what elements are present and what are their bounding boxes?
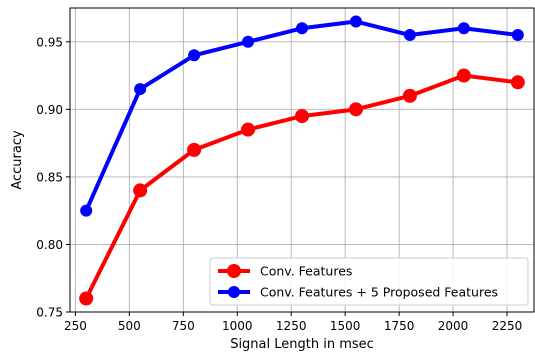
plot-frame [69,7,535,313]
y-tick-label: 0.85 [36,170,63,184]
data-point [511,29,524,42]
x-tick-label: 250 [64,319,87,333]
y-tick-label: 0.90 [36,103,63,117]
data-point [188,49,201,62]
data-point [187,142,202,157]
data-point [79,291,94,306]
y-tick-label: 0.75 [36,306,63,320]
data-point [402,88,417,103]
y-axis-ticks: 0.75 0.80 0.85 0.90 0.95 [36,35,70,320]
data-point [349,15,362,28]
x-tick-label: 500 [118,319,141,333]
x-tick-label: 2250 [492,319,523,333]
x-tick-label: 2000 [438,319,469,333]
y-tick-label: 0.80 [36,238,63,252]
series-group [79,15,525,306]
x-tick-label: 750 [172,319,195,333]
series-conv-plus-proposed [80,15,524,217]
data-point [133,183,148,198]
y-tick-label: 0.95 [36,35,63,49]
legend-swatch-marker [228,286,240,298]
legend-label: Conv. Features + 5 Proposed Features [260,285,498,300]
data-point [456,68,471,83]
data-point [242,35,255,48]
data-point [510,75,525,90]
data-point [241,122,256,137]
x-tick-label: 1750 [384,319,415,333]
x-tick-label: 1500 [330,319,361,333]
x-axis-label: Signal Length in msec [230,337,374,352]
data-point [296,22,308,35]
x-tick-label: 1000 [222,319,253,333]
x-axis-ticks: 250 500 750 1000 1250 1500 1750 2000 2250 [64,312,522,333]
data-point [457,22,470,35]
x-tick-label: 1250 [276,319,307,333]
data-point [403,29,416,42]
legend-swatch-marker [227,264,241,278]
data-point [295,109,309,124]
legend-box [209,257,529,306]
data-point [348,102,363,117]
legend-label: Conv. Features [260,264,352,279]
data-point [134,83,147,96]
y-axis-label: Accuracy [10,130,25,190]
series-conv-features [79,68,525,306]
data-point [80,204,93,217]
legend: Conv. Features Conv. Features + 5 Propose… [209,257,529,306]
